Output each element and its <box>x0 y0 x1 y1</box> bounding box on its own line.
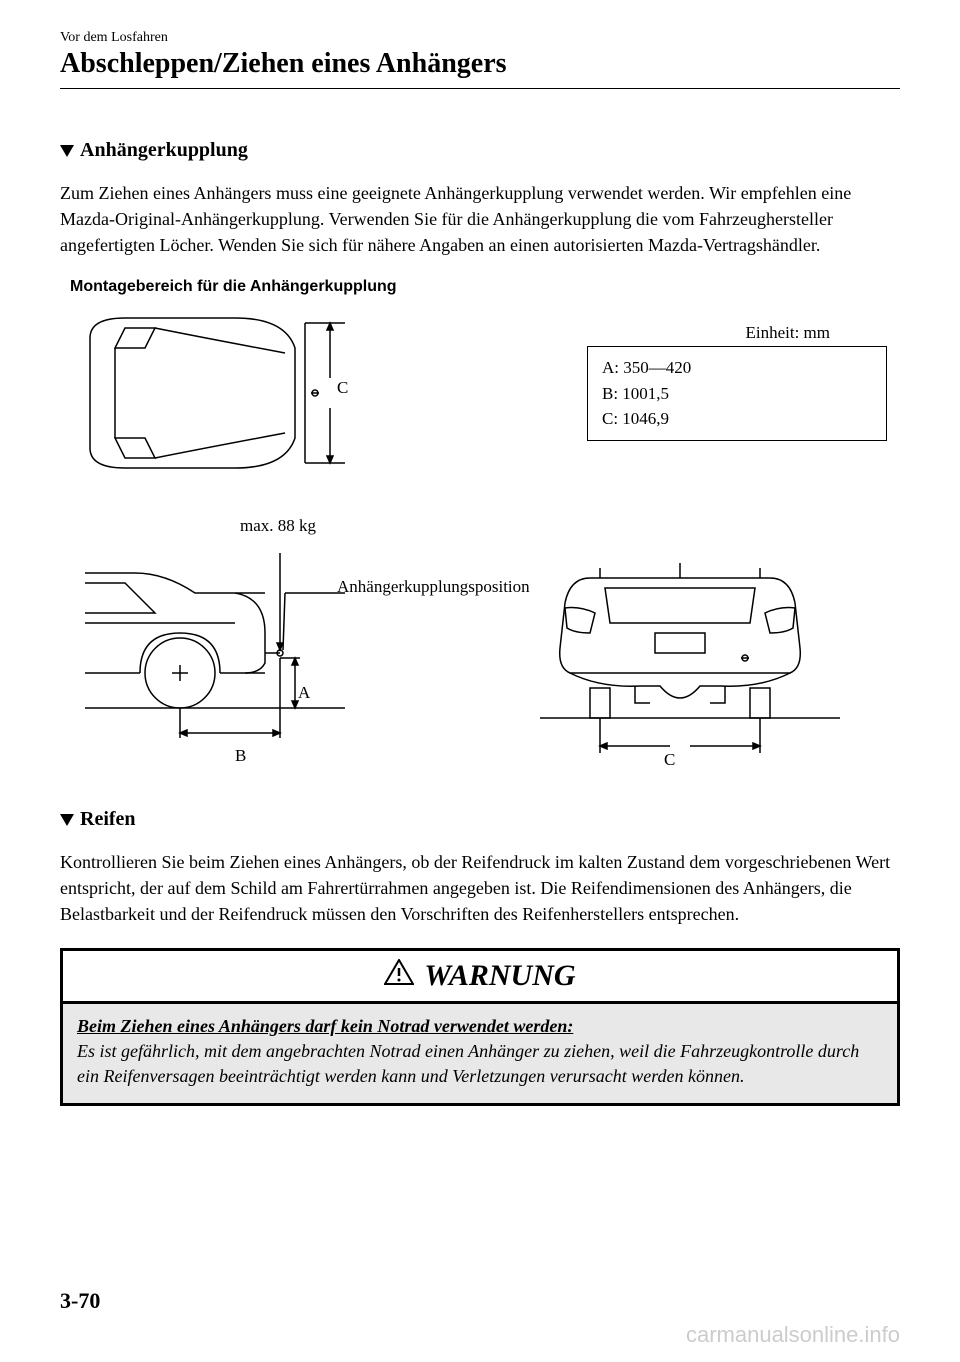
triangle-bullet-icon <box>60 814 74 826</box>
dimension-a: A: 350—420 <box>602 355 872 381</box>
section1-heading: Anhängerkupplung <box>60 139 900 162</box>
warning-header: WARNUNG <box>63 951 897 1004</box>
unit-label: Einheit: mm <box>745 323 830 343</box>
section2-body: Kontrollieren Sie beim Ziehen eines Anhä… <box>60 849 900 927</box>
car-top-view-diagram <box>85 308 345 478</box>
warning-subtitle: Beim Ziehen eines Anhängers darf kein No… <box>77 1014 883 1039</box>
triangle-bullet-icon <box>60 145 74 157</box>
dimension-c: C: 1046,9 <box>602 406 872 432</box>
label-b: B <box>235 746 246 766</box>
header-large-text: Abschleppen/Ziehen eines Anhängers <box>60 48 900 80</box>
car-rear-view-diagram <box>540 558 840 768</box>
label-position: Anhängerkupplungsposition <box>337 577 530 597</box>
warning-title: WARNUNG <box>424 959 575 993</box>
label-max: max. 88 kg <box>240 516 316 536</box>
car-side-view-diagram <box>85 533 345 753</box>
page-number: 3-70 <box>60 1288 100 1314</box>
label-a: A <box>298 683 310 703</box>
diagram-container: Einheit: mm A: 350—420 B: 1001,5 C: 1046… <box>60 308 900 778</box>
warning-triangle-icon <box>384 959 414 993</box>
section2-heading: Reifen <box>60 808 900 831</box>
header-divider <box>60 88 900 89</box>
dimension-box: A: 350—420 B: 1001,5 C: 1046,9 <box>587 346 887 441</box>
section2-heading-text: Reifen <box>80 808 136 831</box>
page-header: Vor dem Losfahren Abschleppen/Ziehen ein… <box>60 30 900 89</box>
warning-body-text: Es ist gefährlich, mit dem angebrachten … <box>77 1039 883 1089</box>
label-c-bottom: C <box>664 750 675 770</box>
section1-heading-text: Anhängerkupplung <box>80 139 248 162</box>
diagram-subheading: Montagebereich für die Anhängerkupplung <box>70 278 900 296</box>
header-small-text: Vor dem Losfahren <box>60 30 900 46</box>
warning-body: Beim Ziehen eines Anhängers darf kein No… <box>63 1004 897 1104</box>
warning-box: WARNUNG Beim Ziehen eines Anhängers darf… <box>60 948 900 1107</box>
label-c-top: C <box>337 378 348 398</box>
dimension-b: B: 1001,5 <box>602 381 872 407</box>
watermark: carmanualsonline.info <box>686 1322 900 1348</box>
section1-body: Zum Ziehen eines Anhängers muss eine gee… <box>60 180 900 258</box>
